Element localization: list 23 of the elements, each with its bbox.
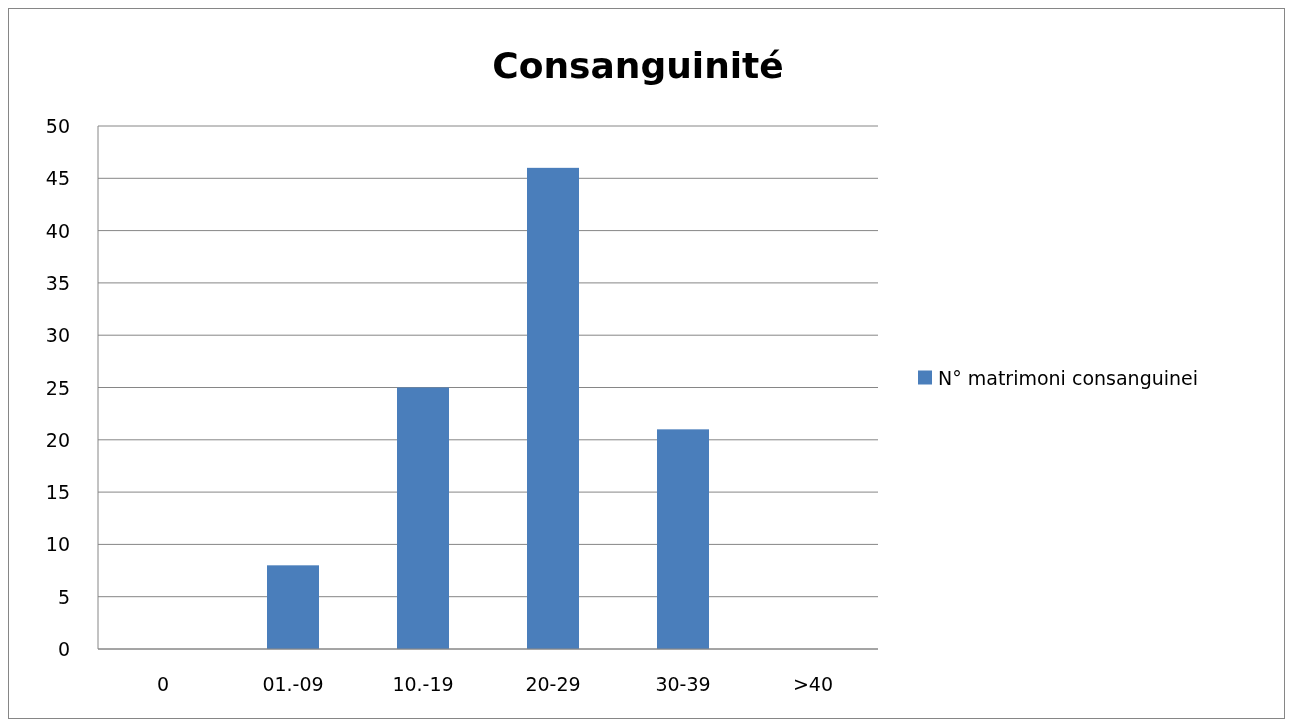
y-tick-label: 0: [57, 638, 70, 660]
y-tick-label: 45: [45, 167, 70, 190]
y-tick-label: 15: [45, 481, 70, 504]
bar: [657, 429, 709, 649]
y-tick-label: 30: [45, 324, 70, 347]
x-tick-label: 0: [156, 673, 170, 695]
y-tick-label: 25: [45, 376, 70, 399]
x-tick-label: 01.-09: [262, 673, 324, 695]
y-tick-label: 50: [45, 115, 70, 137]
y-tick-label: 40: [45, 219, 70, 242]
x-tick-label: 30-39: [655, 673, 711, 695]
bar: [397, 387, 449, 649]
y-tick-label: 35: [45, 271, 70, 294]
bar: [267, 565, 319, 649]
x-tick-label: 20-29: [525, 673, 581, 695]
legend-label: N° matrimoni consanguinei: [938, 366, 1199, 389]
bar: [527, 167, 579, 649]
y-tick-label: 10: [45, 533, 70, 556]
y-tick-label: 20: [45, 428, 70, 451]
chart-title: Consanguinité: [492, 45, 784, 86]
x-tick-label: >40: [792, 673, 834, 695]
x-tick-label: 10.-19: [392, 673, 454, 695]
y-tick-label: 5: [57, 585, 70, 608]
